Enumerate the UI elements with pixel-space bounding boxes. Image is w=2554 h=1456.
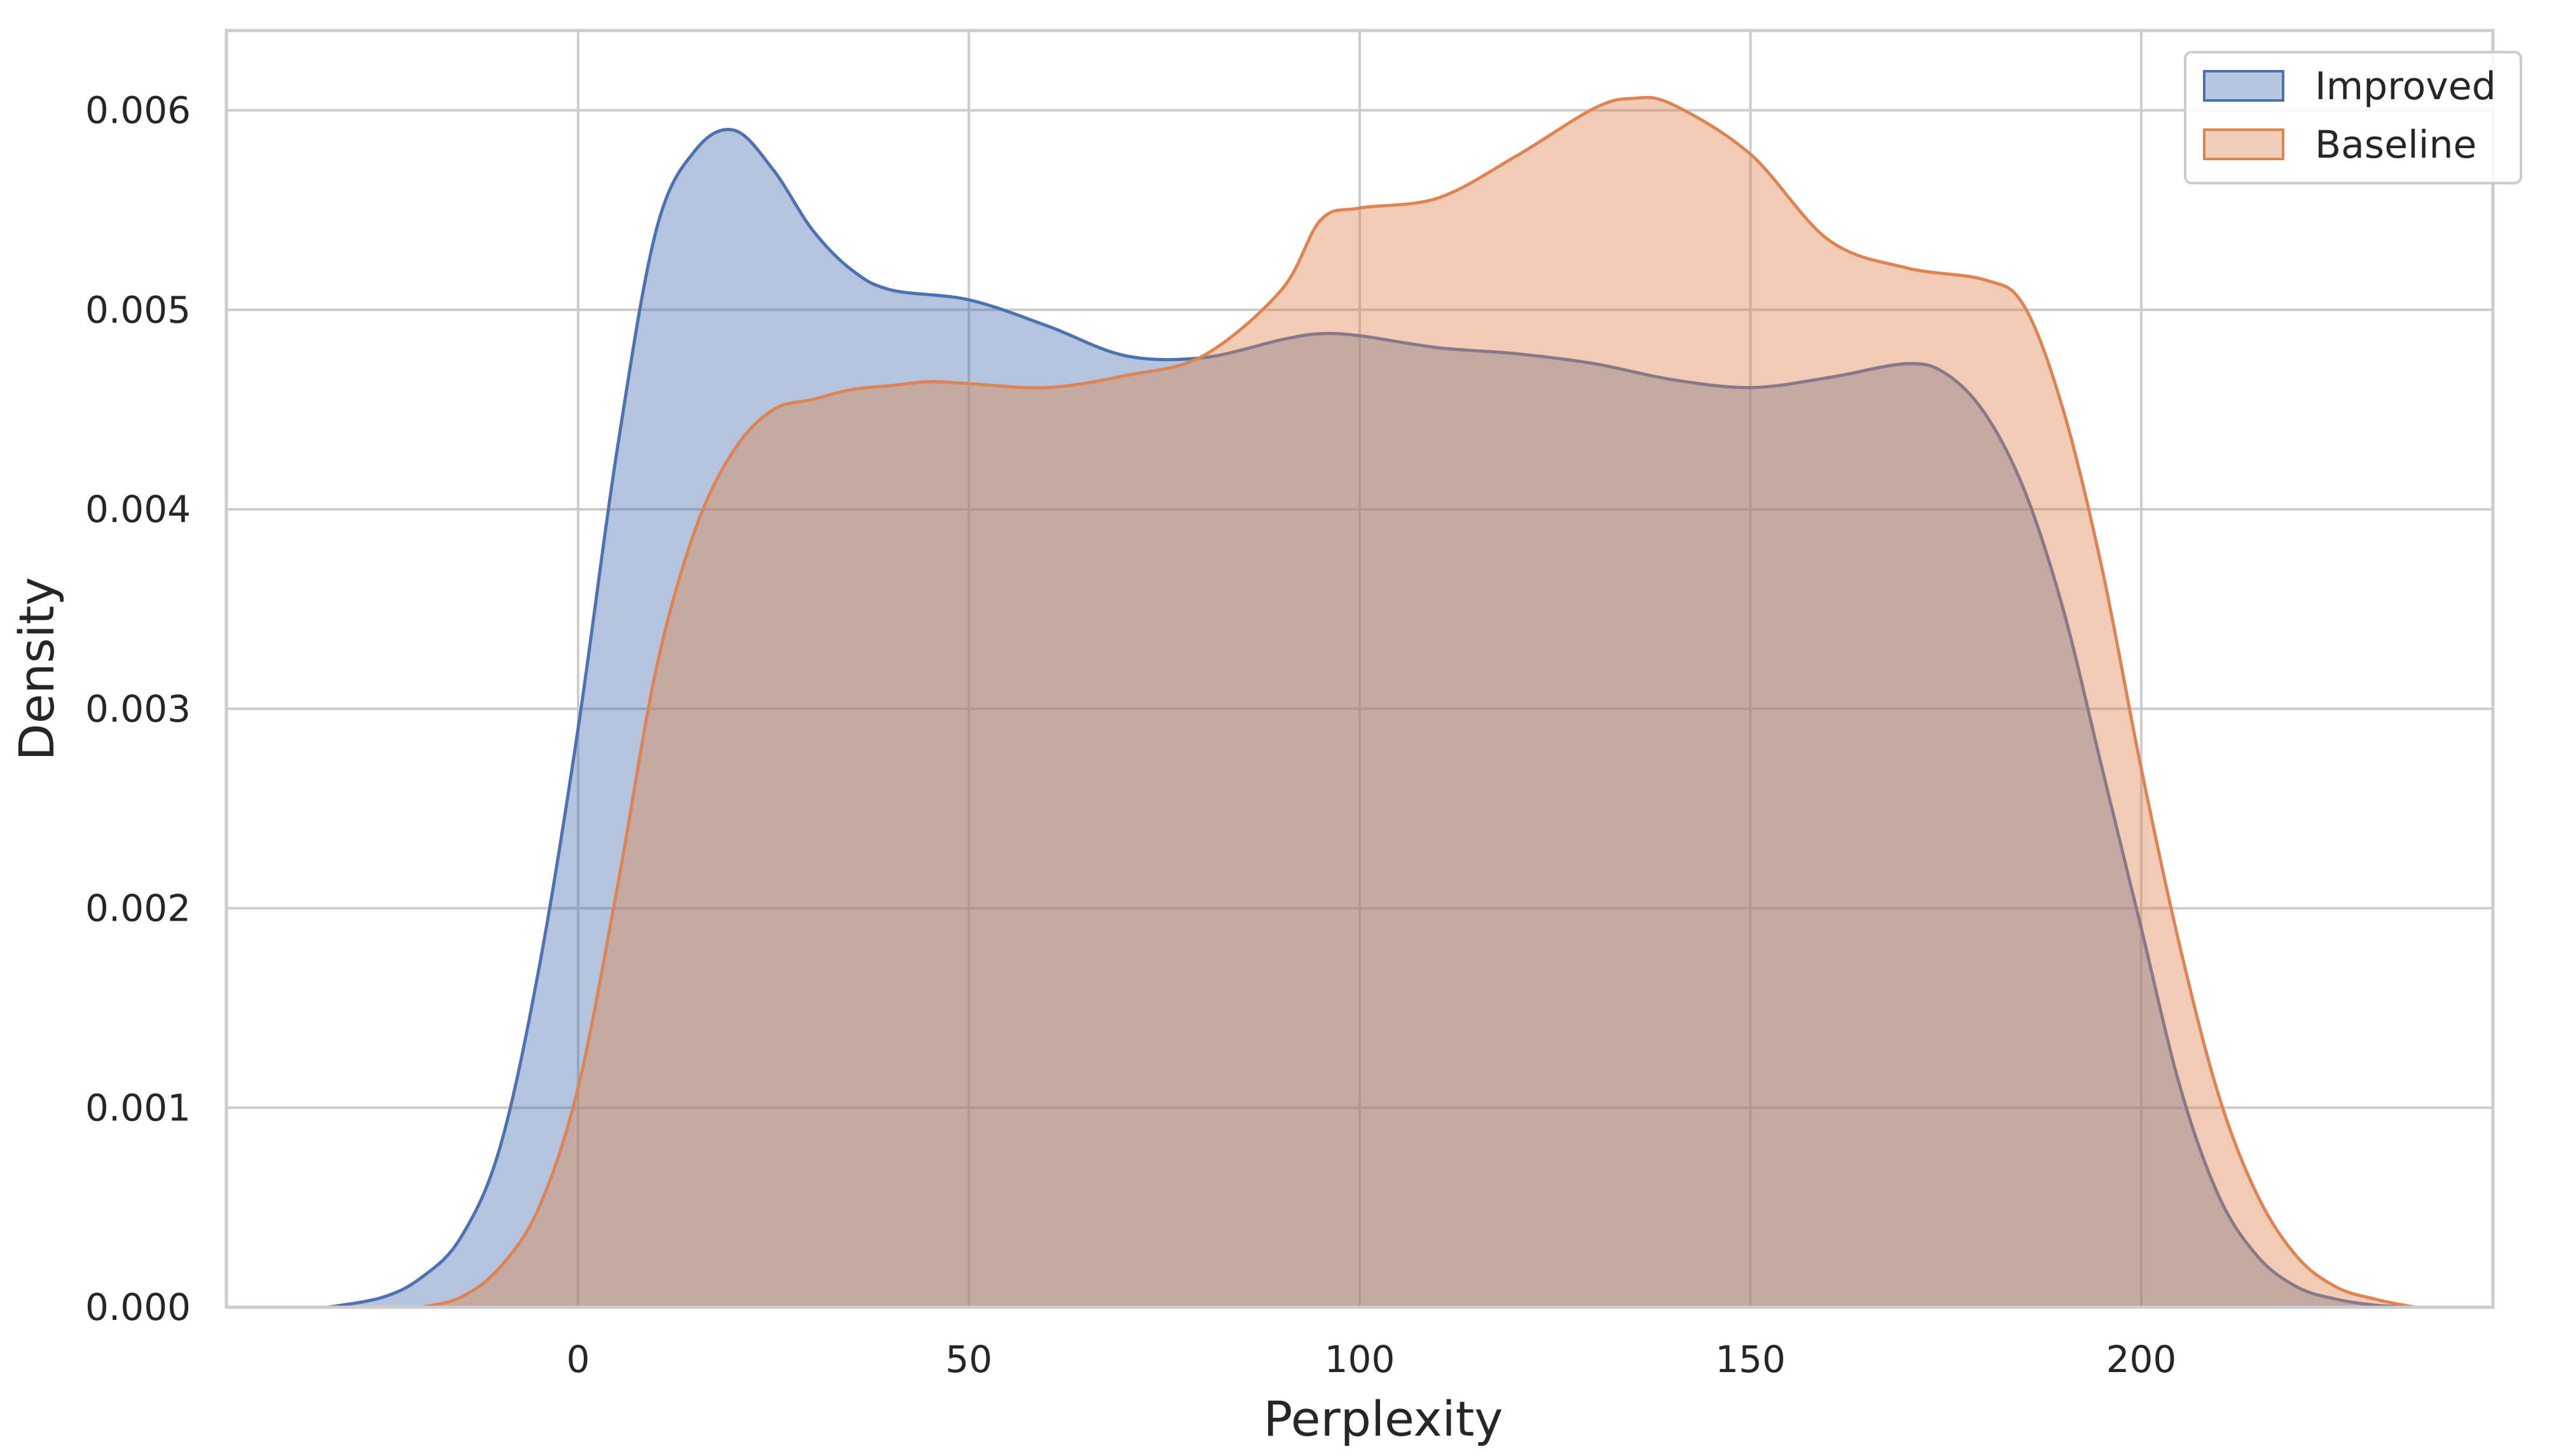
legend-swatch-improved xyxy=(2203,70,2284,102)
x-tick-label: 150 xyxy=(1715,1338,1786,1381)
x-tick-label: 0 xyxy=(567,1338,590,1381)
line-improved xyxy=(328,128,2415,1309)
line-baseline xyxy=(421,95,2415,1309)
grid-lines xyxy=(226,31,2493,1307)
y-tick-label: 0.002 xyxy=(85,887,191,930)
x-tick-label: 100 xyxy=(1325,1338,1395,1381)
y-tick-label: 0.001 xyxy=(85,1086,191,1129)
series-areas xyxy=(328,95,2415,1309)
legend-label-baseline: Baseline xyxy=(2315,123,2476,167)
plot-frame xyxy=(224,29,2495,1309)
x-tick-label: 200 xyxy=(2106,1338,2177,1381)
area-baseline xyxy=(422,97,2415,1307)
x-tick-labels: 0 50 100 150 200 xyxy=(567,1338,2177,1381)
area-improved xyxy=(328,129,2415,1307)
y-tick-label: 0.006 xyxy=(85,89,191,132)
legend: Improved Baseline xyxy=(2184,51,2522,184)
legend-box xyxy=(2184,51,2522,184)
legend-swatch-baseline xyxy=(2203,128,2284,160)
legend-label-improved: Improved xyxy=(2315,64,2496,109)
y-tick-label: 0.003 xyxy=(85,687,191,731)
x-tick-label: 50 xyxy=(946,1338,993,1381)
y-axis-label: Density xyxy=(8,577,65,761)
y-tick-labels: 0.000 0.001 0.002 0.003 0.004 0.005 0.006 xyxy=(85,89,191,1329)
x-axis-label: Perplexity xyxy=(1264,1391,1503,1447)
y-tick-label: 0.000 xyxy=(85,1286,191,1329)
y-tick-label: 0.004 xyxy=(85,488,191,531)
y-tick-label: 0.005 xyxy=(85,288,191,331)
